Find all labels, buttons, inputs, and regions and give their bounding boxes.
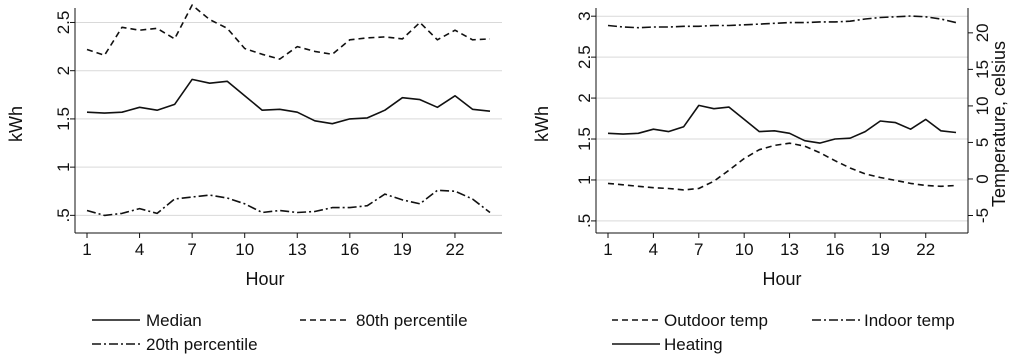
- y-tick-label: .5: [575, 214, 594, 228]
- y-tick-label: 3: [575, 11, 594, 20]
- left-y-tick-labels: .5 1 1.5 2 2.5: [54, 11, 73, 223]
- series-line-heating: [607, 104, 957, 144]
- right-y-axis-title: kWh: [532, 106, 552, 142]
- left-y-axis-title: kWh: [6, 106, 26, 142]
- x-tick-label: 1: [603, 240, 612, 259]
- right-legend: Outdoor temp Indoor temp Heating: [612, 311, 955, 354]
- y-tick-label: 1: [54, 162, 73, 171]
- x-tick-label: 16: [825, 240, 844, 259]
- right-axes: [591, 8, 973, 238]
- left-axes: [70, 8, 502, 238]
- series-line-median: [86, 78, 491, 125]
- y2-tick-label: 15: [973, 60, 992, 79]
- legend-label-80th-percentile: 80th percentile: [356, 311, 468, 330]
- y2-tick-label: 20: [973, 23, 992, 42]
- x-tick-label: 10: [735, 240, 754, 259]
- x-tick-label: 7: [694, 240, 703, 259]
- x-tick-label: 7: [187, 240, 196, 259]
- y2-tick-label: 0: [973, 174, 992, 183]
- x-tick-label: 1: [82, 240, 91, 259]
- y-tick-label: 1.5: [54, 107, 73, 131]
- y2-tick-label: -5: [973, 208, 992, 223]
- right-y2-axis-title: Temperature, celsius: [989, 41, 1009, 207]
- left-series-lines: [86, 4, 491, 217]
- y-tick-label: .5: [54, 208, 73, 222]
- x-tick-label: 10: [235, 240, 254, 259]
- legend-label-outdoor-temp: Outdoor temp: [664, 311, 768, 330]
- left-x-tick-labels: 1 4 7 10 13 16 19 22: [82, 240, 464, 259]
- y-tick-label: 2: [575, 93, 594, 102]
- x-tick-label: 22: [445, 240, 464, 259]
- y-tick-label: 1: [575, 175, 594, 184]
- x-tick-label: 4: [135, 240, 144, 259]
- y-tick-label: 2.5: [54, 11, 73, 35]
- y-tick-label: 2: [54, 66, 73, 75]
- left-gridlines: [75, 21, 502, 216]
- x-tick-label: 13: [288, 240, 307, 259]
- y-tick-label: 2.5: [575, 45, 594, 69]
- left-chart: .5 1 1.5 2 2.5 1 4 7 10 13 16 19 22 Hour kWh Median…: [6, 4, 502, 354]
- right-right-y-tick-labels: -5 0 5 10 15 20: [973, 23, 992, 223]
- right-gridlines: [596, 15, 968, 222]
- left-x-axis-title: Hour: [245, 269, 284, 289]
- y2-tick-label: 5: [973, 138, 992, 147]
- series-line-indoor-temp: [607, 15, 957, 29]
- right-x-axis-title: Hour: [762, 269, 801, 289]
- x-tick-label: 4: [649, 240, 658, 259]
- right-x-tick-labels: 1 4 7 10 13 16 19 22: [603, 240, 935, 259]
- left-legend: Median 80th percentile 20th percentile: [92, 311, 468, 354]
- x-tick-label: 16: [340, 240, 359, 259]
- right-chart: .5 1 1.5 2 2.5 3 -5 0 5 10 15 20 1 4 7 10 13 16 19 22 Hou…: [532, 8, 1009, 354]
- series-line-20th-percentile: [86, 189, 491, 217]
- legend-label-indoor-temp: Indoor temp: [864, 311, 955, 330]
- series-line-outdoor-temp: [607, 142, 957, 191]
- right-series-lines: [607, 15, 957, 191]
- x-tick-label: 22: [916, 240, 935, 259]
- y2-tick-label: 10: [973, 96, 992, 115]
- series-line-80th-percentile: [86, 4, 491, 60]
- right-left-y-tick-labels: .5 1 1.5 2 2.5 3: [575, 11, 594, 228]
- legend-label-heating: Heating: [664, 335, 723, 354]
- x-tick-label: 19: [871, 240, 890, 259]
- x-tick-label: 19: [393, 240, 412, 259]
- legend-label-20th-percentile: 20th percentile: [146, 335, 258, 354]
- y-tick-label: 1.5: [575, 127, 594, 151]
- x-tick-label: 13: [780, 240, 799, 259]
- legend-label-median: Median: [146, 311, 202, 330]
